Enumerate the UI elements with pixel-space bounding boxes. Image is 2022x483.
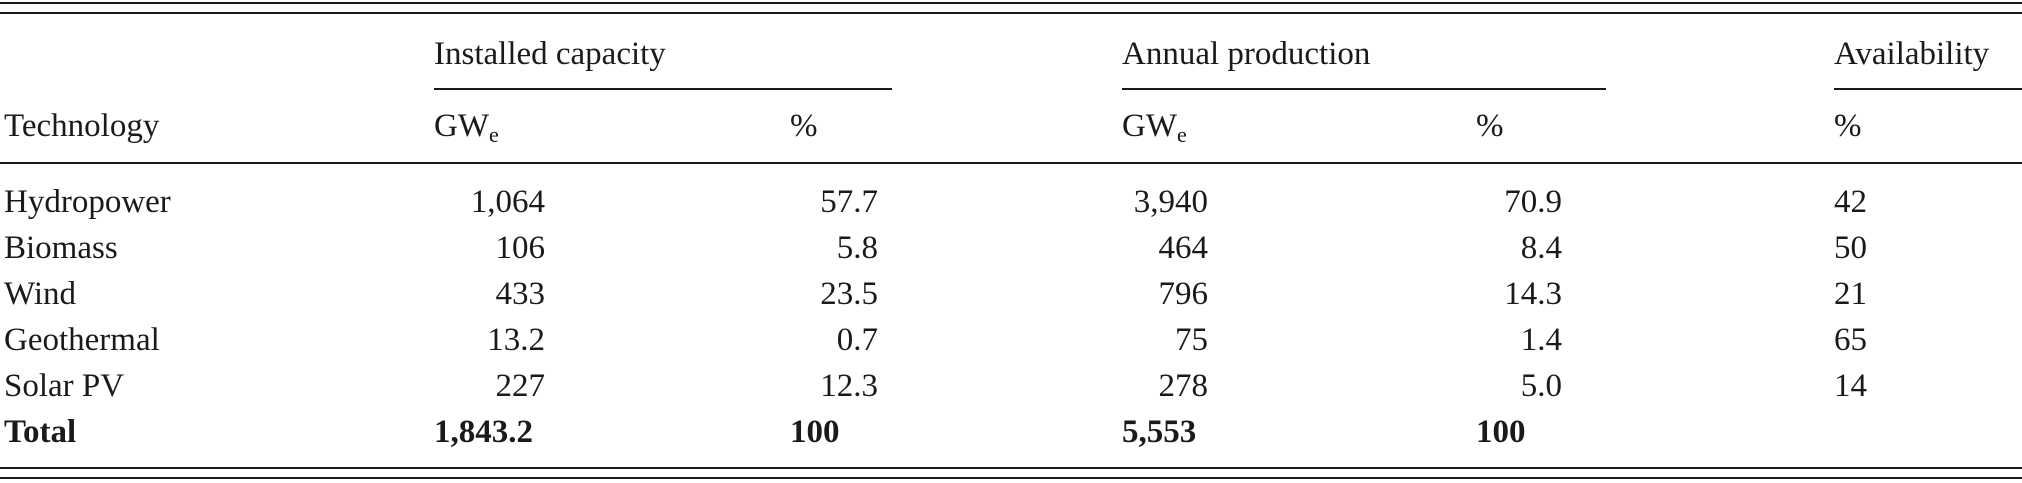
header-cap-gw: GWe [434,108,499,147]
cell-cap-gw: 1,064 [470,184,545,220]
cell-tech: Solar PV [4,368,125,404]
bottom-rule-1 [0,467,2022,469]
total-prod-pct: 100 [1476,414,1526,450]
cell-cap-pct: 0.7 [836,322,878,358]
top-rule-1 [0,2,2022,4]
cell-avail: 21 [1834,276,1867,312]
cell-cap-gw: 106 [495,230,546,266]
group-underline-availability [1834,88,2022,90]
cell-avail: 14 [1834,368,1867,404]
group-underline-installed [434,88,892,90]
cell-prod-gw: 75 [1175,322,1208,358]
cell-prod-gw: 278 [1158,368,1209,404]
cell-cap-pct: 5.8 [836,230,878,266]
cell-prod-gw: 464 [1158,230,1209,266]
header-installed-capacity: Installed capacity [434,36,666,72]
cell-prod-pct: 14.3 [1504,276,1562,312]
header-cap-percent: % [790,108,818,144]
header-avail-percent: % [1834,108,1862,144]
group-underline-annual [1122,88,1606,90]
cell-prod-pct: 1.4 [1520,322,1562,358]
header-prod-percent: % [1476,108,1504,144]
cell-cap-gw: 227 [495,368,546,404]
cell-cap-pct: 23.5 [820,276,878,312]
bottom-rule-2 [0,477,2022,479]
header-prod-gw: GWe [1122,108,1187,147]
cell-tech: Hydropower [4,184,171,220]
cell-avail: 65 [1834,322,1867,358]
cell-cap-gw: 13.2 [487,322,545,358]
cell-avail: 50 [1834,230,1867,266]
total-tech: Total [4,414,77,450]
cell-prod-pct: 8.4 [1520,230,1562,266]
cell-prod-pct: 70.9 [1504,184,1562,220]
cell-tech: Biomass [4,230,118,266]
total-cap-gw: 1,843.2 [434,414,533,450]
cell-cap-pct: 57.7 [820,184,878,220]
cell-avail: 42 [1834,184,1867,220]
header-technology: Technology [4,108,160,144]
cell-prod-gw: 796 [1158,276,1209,312]
header-rule [0,162,2022,164]
header-annual-production: Annual production [1122,36,1371,72]
cell-prod-pct: 5.0 [1520,368,1562,404]
cell-cap-gw: 433 [495,276,546,312]
cell-cap-pct: 12.3 [820,368,878,404]
total-prod-gw: 5,553 [1122,414,1197,450]
total-cap-pct: 100 [790,414,840,450]
cell-tech: Geothermal [4,322,160,358]
header-availability: Availability [1834,36,1990,72]
cell-prod-gw: 3,940 [1133,184,1208,220]
cell-tech: Wind [4,276,76,312]
top-rule-2 [0,12,2022,14]
